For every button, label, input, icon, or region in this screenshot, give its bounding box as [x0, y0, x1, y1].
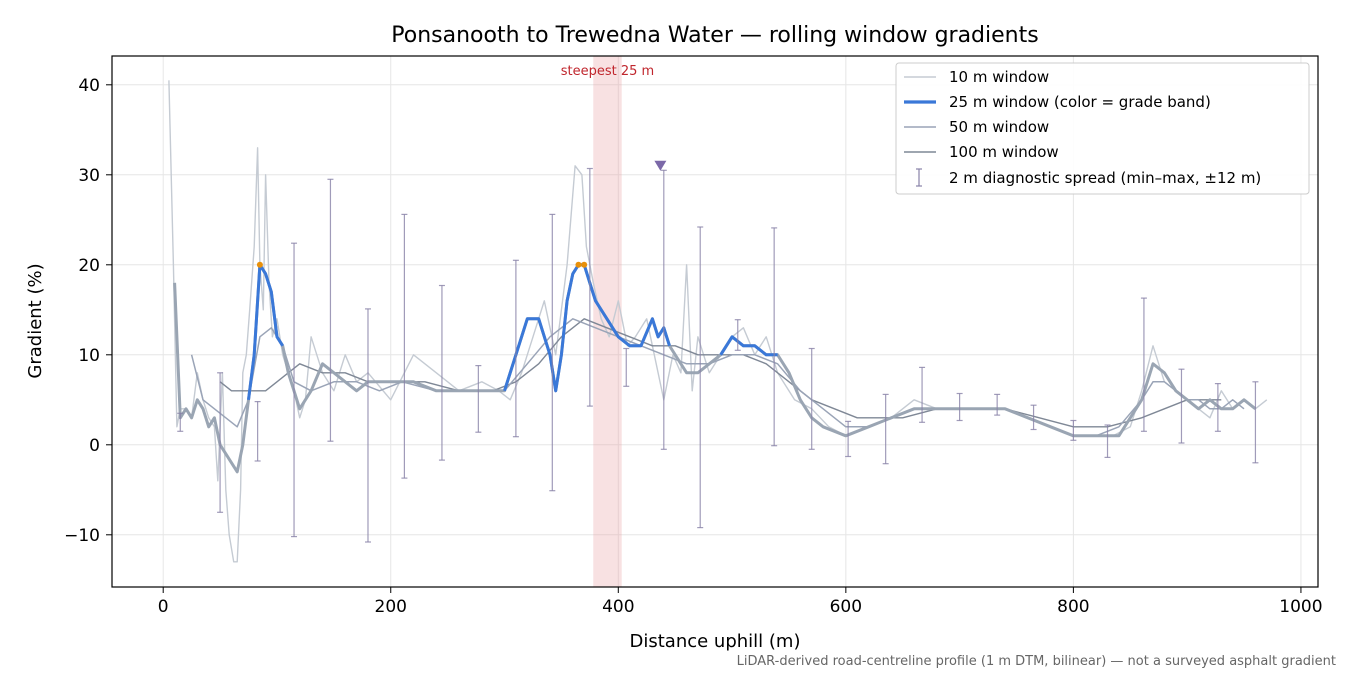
errorbar — [438, 284, 445, 461]
legend-label-10m: 10 m window — [949, 68, 1049, 86]
errorbar — [994, 393, 1001, 416]
series-line-25m-band-3 — [719, 335, 778, 357]
x-tick-label: 600 — [830, 597, 862, 617]
steep-grade-point — [256, 261, 263, 268]
y-tick-label: 10 — [78, 346, 100, 366]
series-line-25m-band-1 — [247, 263, 284, 400]
errorbar — [217, 372, 224, 513]
legend-label-25m: 25 m window (color = grade band) — [949, 93, 1211, 111]
y-tick-label: 20 — [78, 256, 100, 276]
errorbar — [882, 393, 889, 465]
errorbar — [697, 226, 704, 529]
errorbar — [808, 347, 815, 450]
y-tick-label: 40 — [78, 76, 100, 96]
x-tick-label: 800 — [1057, 597, 1089, 617]
y-axis-label: Gradient (%) — [25, 263, 46, 378]
errorbar-layer — [177, 167, 1259, 543]
legend-label-50m: 50 m window — [949, 118, 1049, 136]
legend-label-errorbar: 2 m diagnostic spread (min–max, ±12 m) — [949, 169, 1261, 187]
errorbar — [919, 366, 926, 423]
x-tick-label: 400 — [602, 597, 634, 617]
steepest-annotation: steepest 25 m — [561, 64, 654, 79]
errorbar — [845, 420, 852, 458]
steep-grade-point — [581, 261, 588, 268]
errorbar — [254, 401, 261, 462]
y-tick-label: −10 — [64, 526, 100, 546]
errorbar — [1178, 368, 1185, 444]
errorbar — [956, 392, 963, 422]
errorbar — [177, 412, 184, 432]
errorbar — [1030, 404, 1037, 431]
errorbar — [1214, 383, 1221, 432]
errorbar — [291, 242, 298, 538]
series-line-3 — [219, 318, 1222, 428]
legend-box — [895, 62, 1310, 195]
errorbar — [1104, 424, 1111, 458]
footnote: LiDAR-derived road-centreline profile (1… — [737, 654, 1336, 669]
errorbar — [549, 213, 556, 492]
errorbar — [734, 319, 741, 351]
legend: 10 m window 25 m window (color = grade b… — [895, 62, 1310, 195]
x-tick-label: 1000 — [1279, 597, 1322, 617]
errorbar — [771, 227, 778, 447]
errorbar — [401, 213, 408, 479]
axis-ticks: 0 200 400 600 800 1000 −10 0 10 20 30 40 — [64, 76, 1322, 617]
legend-label-100m: 100 m window — [949, 143, 1059, 161]
errorbar — [660, 169, 667, 450]
errorbar — [327, 178, 334, 442]
errorbar — [1252, 381, 1259, 464]
errorbar — [512, 259, 519, 438]
peak-marker — [654, 160, 667, 171]
y-tick-label: 30 — [78, 166, 100, 186]
legend-swatch-errorbar — [916, 168, 922, 187]
errorbar — [475, 365, 482, 433]
x-tick-label: 0 — [158, 597, 169, 617]
series-line-2 — [190, 318, 1245, 437]
chart-title: Ponsanooth to Trewedna Water — rolling w… — [391, 23, 1038, 48]
errorbar — [586, 167, 593, 407]
errorbar — [1070, 419, 1077, 441]
plot-area-frame — [111, 55, 1319, 588]
errorbar — [364, 308, 371, 543]
steep-grade-point — [575, 261, 582, 268]
errorbar — [623, 347, 630, 387]
errorbar — [1140, 297, 1147, 432]
x-axis-label: Distance uphill (m) — [630, 631, 801, 652]
x-tick-label: 200 — [375, 597, 407, 617]
series-line-25m-base — [173, 263, 1257, 474]
y-tick-label: 0 — [89, 436, 100, 456]
